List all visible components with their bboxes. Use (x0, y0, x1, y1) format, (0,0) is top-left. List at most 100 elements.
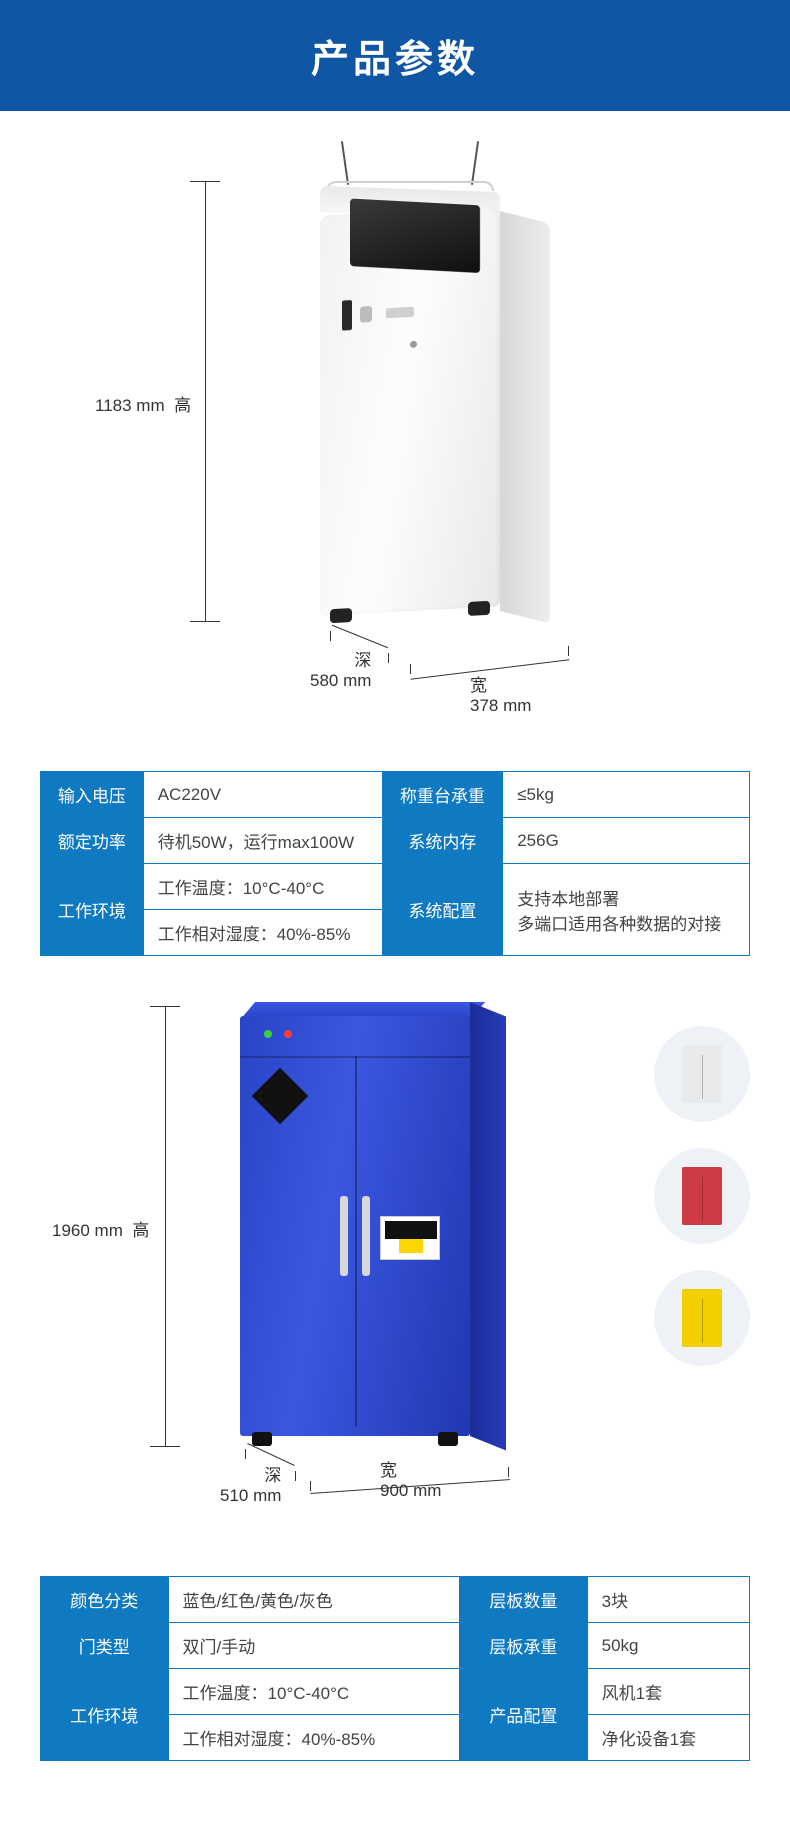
caster-icon (468, 601, 490, 616)
table-row: 工作环境 工作温度：10°C-40°C 系统配置 支持本地部署 多端口适用各种数… (41, 864, 750, 910)
dim-tick (568, 646, 569, 656)
dim-tick (150, 1446, 180, 1447)
caster-icon (330, 608, 352, 623)
spec-label: 额定功率 (41, 818, 144, 864)
spec-value: 支持本地部署 多端口适用各种数据的对接 (503, 864, 750, 956)
dim-tick (508, 1467, 509, 1477)
spec-value: 3块 (587, 1577, 749, 1623)
button-icon (360, 306, 372, 323)
spec-label: 层板承重 (460, 1623, 588, 1669)
table-row: 输入电压 AC220V 称重台承重 ≤5kg (41, 772, 750, 818)
dim-tick (245, 1449, 246, 1459)
spec-value: AC220V (143, 772, 382, 818)
dim-height-unit: 高 (174, 396, 191, 415)
card-slot-icon (342, 300, 352, 331)
spec-label: 产品配置 (460, 1669, 588, 1761)
dim-tick (310, 1481, 311, 1491)
dim-height-unit: 高 (132, 1221, 149, 1240)
product1-spec-table: 输入电压 AC220V 称重台承重 ≤5kg 额定功率 待机50W，运行max1… (40, 771, 750, 956)
dim-depth-label: 深 580 mm (310, 646, 371, 691)
screen-icon (350, 199, 480, 273)
spec-label: 系统配置 (382, 864, 503, 956)
spec-value: 待机50W，运行max100W (143, 818, 382, 864)
kiosk-body (320, 206, 500, 615)
kiosk-panel (342, 297, 414, 331)
table-row: 工作环境 工作温度：10°C-40°C 产品配置 风机1套 (41, 1669, 750, 1715)
cabinet-body (240, 1016, 470, 1436)
cabinet-side (470, 1002, 506, 1451)
dim-depth-value: 510 mm (220, 1486, 281, 1505)
hazard-sign-icon (252, 1068, 309, 1125)
mini-cabinet-icon (682, 1289, 722, 1347)
spec-label: 输入电压 (41, 772, 144, 818)
spec-label: 工作环境 (41, 864, 144, 956)
dim-line-height (165, 1006, 166, 1446)
dim-tick (190, 621, 220, 622)
table-row: 颜色分类 蓝色/红色/黄色/灰色 层板数量 3块 (41, 1577, 750, 1623)
dim-depth-unit: 深 (264, 1466, 281, 1485)
dim-line-height (205, 181, 206, 621)
dim-depth-value: 580 mm (310, 671, 371, 690)
spec-label: 称重台承重 (382, 772, 503, 818)
cabinet-illustration (240, 1016, 470, 1436)
dim-tick (410, 664, 411, 674)
antenna-icon (471, 141, 479, 185)
warning-label-icon (380, 1216, 440, 1260)
spec-value: 双门/手动 (168, 1623, 460, 1669)
dim-width-unit: 宽 (470, 676, 487, 695)
dim-width-unit: 宽 (380, 1461, 397, 1480)
handle-icon (340, 1196, 348, 1276)
spec-label: 门类型 (41, 1623, 169, 1669)
dim-tick (388, 653, 389, 663)
dim-width-value: 378 mm (470, 696, 531, 715)
handle-icon (362, 1196, 370, 1276)
dim-height-value: 1960 mm (52, 1221, 123, 1240)
spec-value: 蓝色/红色/黄色/灰色 (168, 1577, 460, 1623)
mini-cabinet-icon (682, 1045, 722, 1103)
dim-depth-label: 深 510 mm (220, 1461, 281, 1506)
dim-bracket-depth (332, 625, 388, 648)
spec-value: 50kg (587, 1623, 749, 1669)
dim-tick (330, 631, 331, 641)
dim-width-label: 宽 378 mm (470, 671, 531, 716)
spec-label: 颜色分类 (41, 1577, 169, 1623)
table-row: 额定功率 待机50W，运行max100W 系统内存 256G (41, 818, 750, 864)
mini-cabinet-icon (682, 1167, 722, 1225)
product1-section: 1183 mm 高 深 5 (0, 111, 790, 1831)
color-swatch-grey (654, 1026, 750, 1122)
page-title: 产品参数 (0, 28, 790, 83)
spec-value: 工作温度：10°C-40°C (143, 864, 382, 910)
spec-label: 工作环境 (41, 1669, 169, 1761)
spec-value: 工作相对湿度：40%-85% (143, 910, 382, 956)
dim-height-value: 1183 mm (95, 396, 165, 415)
spec-label: 系统内存 (382, 818, 503, 864)
spec-value: 净化设备1套 (587, 1715, 749, 1761)
antenna-icon (341, 141, 349, 185)
dim-height-label: 1960 mm 高 (52, 1216, 149, 1241)
spec-value: 风机1套 (587, 1669, 749, 1715)
kiosk-illustration (320, 211, 500, 611)
dim-height-label: 1183 mm 高 (95, 391, 191, 416)
spec-value: 工作相对湿度：40%-85% (168, 1715, 460, 1761)
dim-width-label: 宽 900 mm (380, 1456, 441, 1501)
lock-icon (410, 341, 417, 348)
header-banner: 产品参数 (0, 0, 790, 111)
product1-diagram: 1183 mm 高 深 5 (40, 161, 750, 741)
cabinet-divider (355, 1056, 357, 1426)
led-green-icon (264, 1030, 272, 1038)
caster-icon (438, 1432, 458, 1446)
spec-value: ≤5kg (503, 772, 750, 818)
dim-depth-unit: 深 (354, 651, 371, 670)
spec-value: 工作温度：10°C-40°C (168, 1669, 460, 1715)
spec-label: 层板数量 (460, 1577, 588, 1623)
caster-icon (252, 1432, 272, 1446)
color-swatch-red (654, 1148, 750, 1244)
led-red-icon (284, 1030, 292, 1038)
spec-value: 256G (503, 818, 750, 864)
product2-diagram: 1960 mm 高 深 510 mm (40, 996, 750, 1556)
color-swatch-yellow (654, 1270, 750, 1366)
kiosk-side (500, 211, 550, 623)
table-row: 门类型 双门/手动 层板承重 50kg (41, 1623, 750, 1669)
product2-spec-table: 颜色分类 蓝色/红色/黄色/灰色 层板数量 3块 门类型 双门/手动 层板承重 … (40, 1576, 750, 1761)
dim-width-value: 900 mm (380, 1481, 441, 1500)
